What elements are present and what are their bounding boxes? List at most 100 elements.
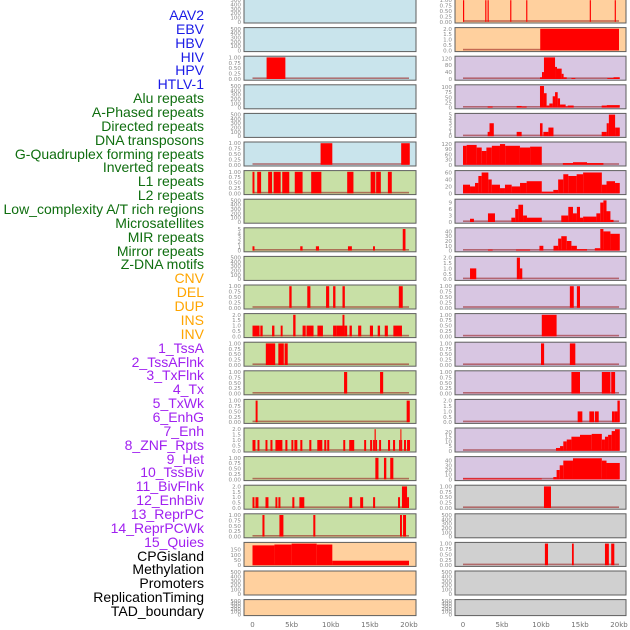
bar-segment — [556, 470, 560, 480]
y-tick-label: 10 — [445, 439, 453, 445]
bar-segment — [294, 440, 298, 451]
y-tick-label: 0 — [448, 535, 452, 541]
y-tick-label: 5 — [448, 113, 452, 119]
y-tick-label: 20 — [445, 468, 453, 474]
bar-segment — [369, 325, 374, 337]
bar-segment — [560, 446, 564, 451]
bar-segment — [275, 497, 278, 508]
y-tick-label: 0.5 — [443, 415, 452, 421]
y-tick-label: 300 — [441, 522, 452, 528]
x-tick-label: 10kb — [532, 621, 550, 629]
bar-segment — [470, 218, 474, 222]
y-tick-label: 0.75 — [440, 375, 453, 381]
bar-segment — [572, 162, 588, 165]
bar-segment — [606, 181, 616, 194]
y-tick-label: 60 — [445, 170, 453, 176]
panel-background — [243, 427, 417, 453]
y-tick-label: 0 — [237, 563, 241, 569]
track-label: Low_complexity A/T rich regions — [3, 201, 205, 218]
bar-segment — [546, 105, 550, 108]
bar-segment — [555, 92, 558, 108]
bar-segment — [343, 440, 346, 451]
track-label: CNV — [174, 270, 204, 287]
bar-segment — [481, 150, 487, 165]
baseline — [463, 277, 619, 280]
bar-segment — [558, 238, 562, 251]
y-tick-label: 1.0 — [232, 495, 241, 501]
bar-segment — [541, 191, 554, 194]
y-tick-label: 1.0 — [232, 438, 241, 444]
y-tick-label: 500 — [441, 570, 452, 576]
y-tick-label: 0.0 — [232, 334, 241, 340]
x-tick-label: 15kb — [361, 621, 379, 629]
track-panel: 0.000.250.500.751.00 — [440, 484, 627, 512]
bar-segment — [539, 77, 543, 79]
y-tick-label: 3 — [448, 121, 452, 127]
x-tick-label: 0 — [250, 621, 254, 629]
y-tick-label: 100 — [230, 273, 241, 279]
y-tick-label: 1.5 — [232, 318, 241, 324]
bar-segment — [614, 411, 618, 423]
bar-segment — [275, 440, 283, 451]
track-label: Mirror repeats — [116, 242, 204, 259]
y-tick-label: 3 — [448, 214, 452, 220]
bar-segment — [463, 145, 467, 165]
y-tick-label: 2.0 — [232, 427, 241, 433]
bar-segment — [539, 123, 543, 137]
y-tick-label: 0.75 — [229, 290, 242, 296]
track-panel: 0.000.250.500.751.00 — [229, 284, 417, 312]
bar-segment — [252, 545, 275, 566]
baseline — [252, 506, 409, 508]
y-tick-label: 0.75 — [229, 461, 242, 467]
bar-segment — [333, 325, 337, 337]
track-label-list: AAV2 EBV HBV HIV HPV HTLV-1 Alu repeats A-Phase… — [0, 0, 205, 630]
y-tick-label: 1.00 — [229, 170, 242, 176]
y-tick-label: 1.5 — [232, 490, 241, 496]
y-tick-label: 500 — [230, 84, 241, 90]
y-tick-label: 0.25 — [440, 14, 453, 20]
baseline — [463, 392, 619, 394]
y-tick-label: 0.50 — [229, 66, 242, 72]
bar-segment — [327, 440, 330, 451]
track-panel: 0.000.250.500.751.00 — [229, 170, 417, 197]
bar-segment — [608, 114, 616, 137]
bar-segment — [307, 286, 311, 308]
baseline — [463, 420, 619, 423]
y-tick-label: 5 — [237, 227, 241, 233]
bar-segment — [398, 286, 403, 308]
y-tick-label: 0 — [448, 449, 452, 455]
bar-segment — [611, 543, 615, 566]
track-label: Microsatellites — [115, 214, 204, 231]
y-tick-label: 300 — [230, 93, 241, 99]
track-panel: 0.000.250.500.751.00 — [229, 513, 417, 541]
bar-segment — [347, 171, 354, 194]
track-label: EBV — [175, 20, 204, 37]
bar-segment — [313, 515, 316, 537]
bar-segment — [572, 458, 602, 480]
y-tick-label: 1.5 — [443, 261, 452, 267]
track-panel: 0.000.250.500.751.00 — [440, 341, 627, 369]
bar-segment — [270, 440, 273, 451]
y-tick-label: 0 — [237, 612, 241, 618]
track-panel: 0.000.250.500.751.00 — [229, 341, 417, 369]
y-tick-label: 400 — [230, 575, 241, 581]
y-tick-label: 0.50 — [229, 181, 242, 187]
y-tick-label: 1.00 — [440, 370, 453, 376]
panel-background — [243, 456, 417, 482]
y-tick-label: 0 — [448, 592, 452, 598]
bar-segment — [576, 249, 588, 251]
bar-segment — [400, 429, 402, 451]
bar-segment — [364, 440, 367, 451]
bar-segment — [344, 372, 348, 394]
bar-segment — [563, 441, 567, 451]
y-tick-label: 1.0 — [443, 38, 452, 44]
y-tick-label: 300 — [441, 604, 452, 610]
y-tick-label: 0.75 — [229, 175, 242, 181]
y-tick-label: 1.00 — [229, 456, 242, 462]
bar-segment — [553, 477, 557, 480]
y-tick-label: 200 — [230, 211, 241, 217]
bar-segment — [613, 77, 620, 79]
